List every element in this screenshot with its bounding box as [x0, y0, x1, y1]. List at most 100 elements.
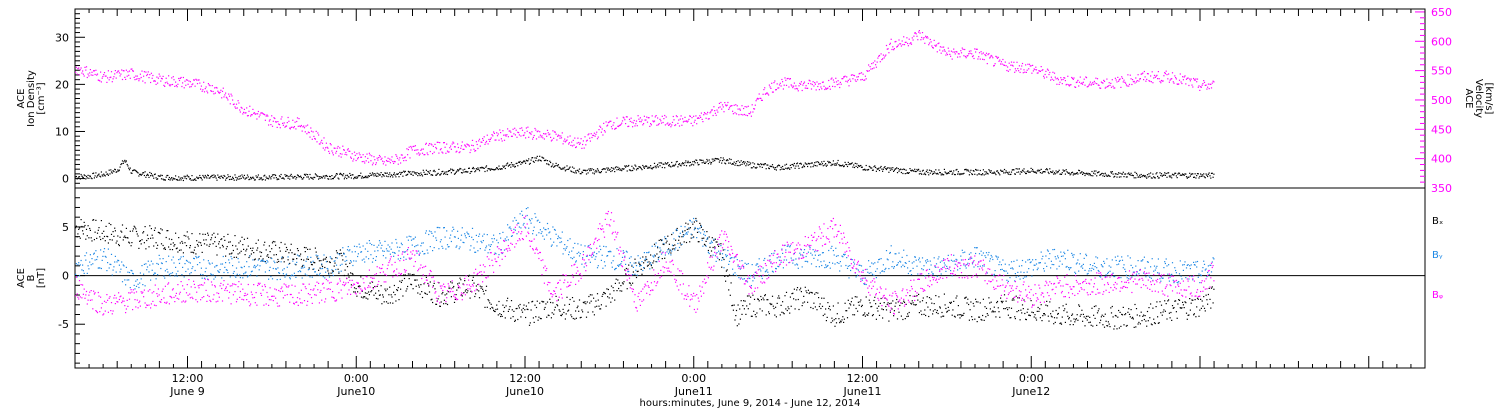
data-point: [285, 125, 288, 127]
data-point: [225, 179, 227, 181]
data-point: [1113, 328, 1115, 330]
data-point: [324, 266, 326, 269]
data-point: [429, 150, 431, 153]
data-point: [666, 123, 668, 125]
data-point: [963, 172, 965, 174]
data-point: [375, 175, 377, 177]
data-point: [1099, 174, 1101, 176]
data-point: [160, 228, 162, 230]
data-point: [114, 255, 116, 257]
data-point: [176, 247, 178, 249]
data-point: [428, 171, 430, 173]
data-point: [536, 155, 538, 157]
data-point: [348, 276, 350, 278]
data-point: [677, 166, 679, 168]
data-point: [152, 237, 154, 239]
data-point: [103, 235, 106, 238]
data-point: [85, 228, 88, 230]
data-point: [290, 126, 292, 128]
data-point: [1185, 312, 1188, 314]
data-point: [873, 166, 875, 168]
data-point: [90, 237, 92, 239]
data-point: [772, 305, 774, 307]
data-point: [774, 314, 776, 316]
data-point: [1105, 86, 1107, 88]
data-point: [443, 142, 445, 144]
data-point: [919, 32, 921, 34]
data-point: [927, 171, 929, 174]
data-point: [372, 162, 374, 164]
data-point: [511, 164, 513, 166]
data-point: [173, 79, 175, 81]
data-point: [444, 146, 446, 148]
data-point: [1027, 170, 1029, 172]
data-point: [841, 319, 843, 321]
data-point: [105, 75, 107, 77]
data-point: [218, 91, 220, 93]
data-point: [356, 177, 358, 179]
data-point: [647, 264, 649, 266]
data-point: [553, 166, 555, 168]
data-point: [753, 166, 755, 168]
data-point: [732, 110, 734, 112]
data-point: [1028, 171, 1031, 173]
data-point: [116, 72, 118, 74]
data-point: [237, 178, 239, 180]
data-point: [764, 93, 766, 95]
data-point: [939, 172, 941, 174]
data-point: [1027, 308, 1029, 310]
data-point: [528, 132, 531, 134]
data-point: [880, 53, 882, 55]
data-point: [944, 304, 946, 306]
data-point: [364, 248, 366, 250]
data-point: [794, 167, 796, 169]
data-point: [834, 86, 836, 88]
data-point: [1209, 175, 1211, 177]
data-point: [522, 161, 524, 163]
data-point: [650, 165, 652, 167]
data-point: [1017, 168, 1019, 170]
data-point: [565, 140, 567, 142]
data-point: [846, 310, 848, 312]
data-point: [1144, 175, 1146, 177]
data-point: [563, 140, 565, 142]
data-point: [1088, 84, 1090, 86]
data-point: [347, 176, 349, 178]
y-axis-title: B: [26, 274, 37, 281]
data-point: [378, 240, 381, 242]
data-point: [953, 173, 956, 176]
data-point: [661, 115, 663, 117]
data-point: [212, 274, 214, 276]
data-point: [786, 78, 788, 80]
data-point: [1193, 176, 1195, 178]
data-point: [648, 166, 650, 168]
data-point: [375, 259, 377, 261]
data-point: [675, 239, 677, 241]
data-point: [852, 78, 854, 80]
data-point: [713, 158, 715, 160]
data-point: [799, 289, 801, 291]
data-point: [165, 176, 167, 178]
data-point: [713, 239, 715, 241]
data-point: [1085, 173, 1087, 175]
data-point: [1160, 173, 1163, 175]
data-point: [656, 165, 658, 167]
data-point: [1087, 85, 1089, 88]
data-point: [1211, 172, 1213, 174]
data-point: [466, 143, 468, 145]
data-point: [893, 48, 895, 50]
data-point: [871, 315, 874, 317]
data-point: [472, 166, 474, 169]
data-point: [402, 157, 404, 159]
data-point: [641, 273, 643, 275]
data-point: [1000, 297, 1002, 299]
data-point: [882, 317, 884, 319]
data-point: [292, 119, 294, 121]
data-point: [1004, 308, 1006, 310]
data-point: [401, 171, 403, 173]
data-point: [264, 241, 266, 243]
data-point: [918, 30, 920, 32]
data-point: [1191, 299, 1193, 301]
data-point: [319, 143, 321, 145]
data-point: [1084, 174, 1086, 177]
